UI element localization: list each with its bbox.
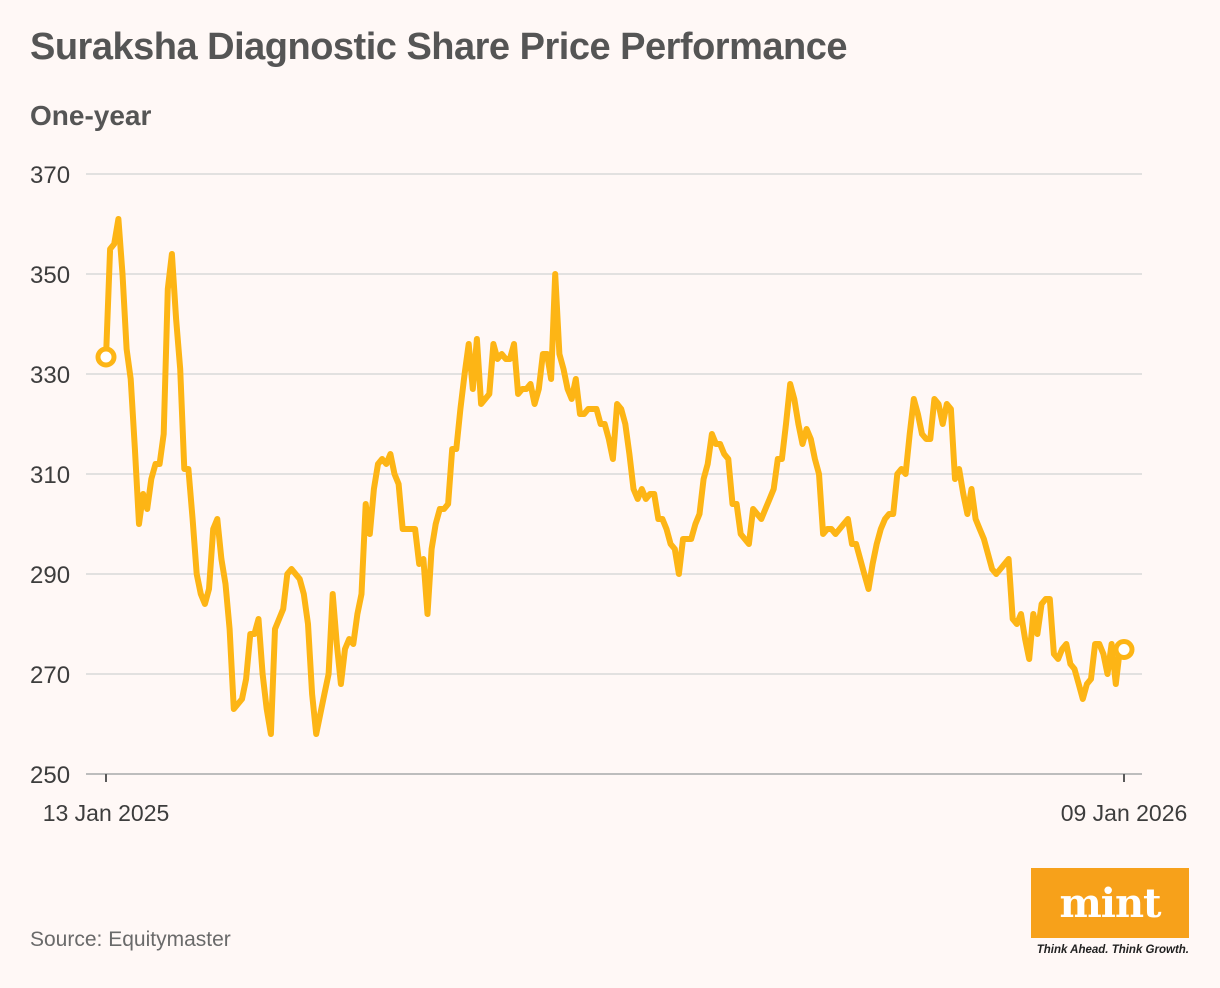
start-marker (95, 346, 117, 368)
x-axis: 13 Jan 2025 09 Jan 2026 (43, 773, 1188, 826)
series-line-share-price (103, 216, 1127, 737)
chart-subtitle: One-year (30, 100, 152, 131)
mint-tagline: Think Ahead. Think Growth. (1036, 944, 1189, 956)
y-tick-label-270: 270 (30, 662, 70, 689)
x-tick-label-start: 13 Jan 2025 (43, 800, 170, 826)
end-marker (1113, 639, 1135, 660)
chart-title: Suraksha Diagnostic Share Price Performa… (30, 26, 847, 68)
y-tick-label-290: 290 (30, 562, 70, 589)
y-axis-ticks: 250 270 290 310 330 350 370 (30, 162, 70, 789)
y-tick-label-370: 370 (30, 162, 70, 189)
y-tick-label-250: 250 (30, 762, 70, 789)
end-markers (95, 346, 1135, 660)
mint-logo-text: mint (1059, 879, 1161, 927)
series-share-price (103, 216, 1127, 737)
y-tick-label-350: 350 (30, 262, 70, 289)
mint-logo: mint (1031, 868, 1189, 938)
x-tick-label-end: 09 Jan 2026 (1061, 800, 1188, 826)
y-tick-label-310: 310 (30, 462, 70, 489)
y-tick-label-330: 330 (30, 362, 70, 389)
source-note: Source: Equitymaster (30, 928, 231, 951)
